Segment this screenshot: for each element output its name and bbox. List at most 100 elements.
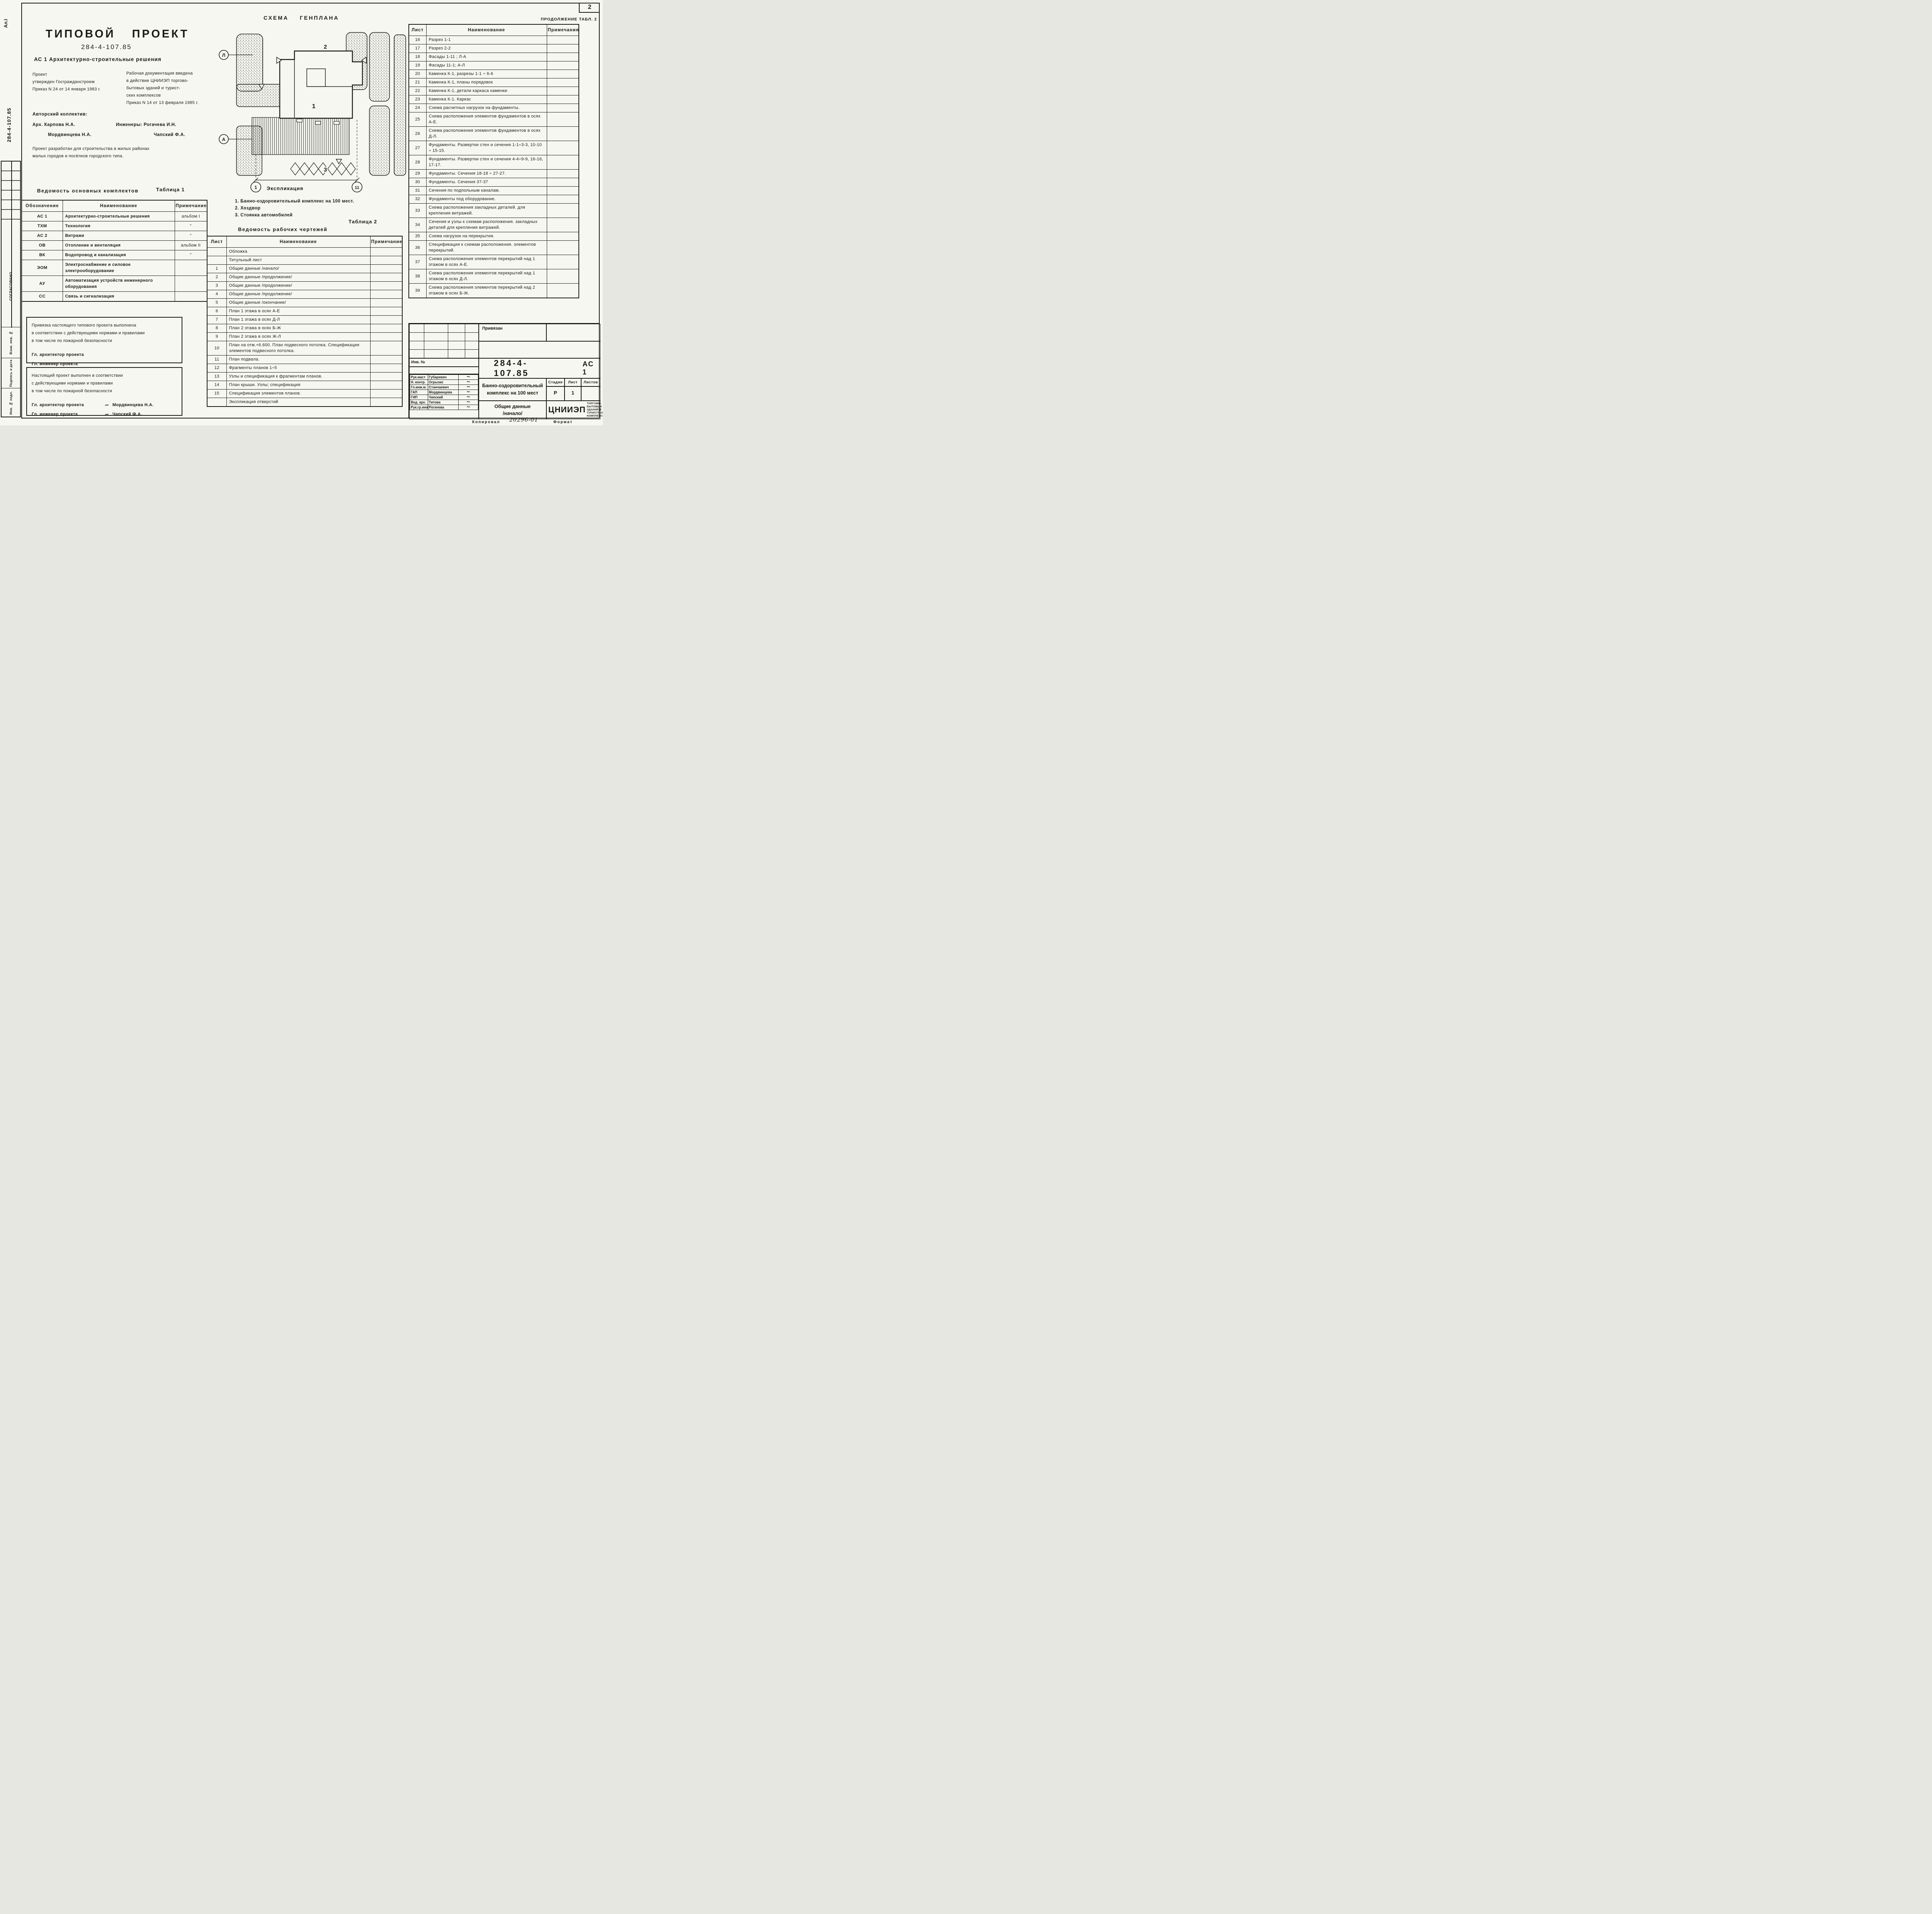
table2c-body: 16 Разрез 1-1 17 Разрез 2-2 18 Фасады 1-11 ; … [408,36,579,298]
binding-note-text: Привязка настоящего типового проекта вып… [32,322,177,345]
table-cell [546,218,579,232]
list-item: Мордвинцева Н.А. [48,133,92,137]
stamp-set-code: АС 1 [582,360,594,376]
col-name: Наименование [426,24,547,36]
parking-number: 3 [324,167,327,173]
table-row: Обложка [207,247,403,256]
table-cell [546,53,579,61]
approval-left: Проект утвержден Госгражданстроем Приказ N… [32,71,123,93]
table-cell: Разрез 1-1 [426,36,547,44]
doc-number: 284-4-107.85 [81,43,132,51]
table-cell: План 2 этажа в осях Б-Ж [226,324,371,333]
table-cell: 19 [408,61,427,70]
table-cell: ГАП [410,390,428,395]
table-cell: 6 [207,307,227,316]
table-row: 28 Фундаменты. Развертки стен и сечения 4… [408,155,579,170]
table-cell: 16 [408,36,427,44]
list-item: Гл. инженер проекта ~ Чапский Ф.А. [32,410,177,419]
table-cell: ГИП [410,395,428,400]
table-cell [546,36,579,44]
table-cell: Схема расположения элементов перекрытий … [426,255,547,269]
table-cell: Автоматизация устройств инженерного обор… [62,276,175,292]
table-cell [546,78,579,87]
agreed-label: СОГЛАСОВАНО [9,272,13,301]
table-header-row: Обозначение Наименование Примечание [21,200,207,212]
sheet-value: 1 [565,386,581,401]
table-row: 3 Общие данные /продолжение/ [207,281,403,290]
sheet-header: Лист [565,378,581,386]
table-cell [207,398,227,407]
table-row: 38 Схема расположения элементов перекрыти… [408,269,579,284]
side-doc-number: 284-4-107.85 [6,107,12,142]
table-row: 9 План 2 этажа в осях Ж-Л [207,332,403,341]
sheets-header: Листов [581,378,600,386]
table-row: ТХМ Технология " [21,221,207,231]
table-cell: Титова [427,400,459,405]
table-cell: 32 [408,195,427,204]
table-row: Титульный лист [207,256,403,265]
table-cell: Каменка К-1, детали каркаса каменки [426,87,547,95]
approval-right: Рабочая документация введена в действие Ц… [126,70,229,107]
table-row: Вед. арх. Титова ~ [410,400,478,405]
table-cell: 14 [207,381,227,390]
table-cell: Огрызко [427,379,459,385]
list-item: Инженеры: Рогачева И.Н. [116,122,177,127]
table-cell: Схема нагрузок на перекрытия. [426,232,547,241]
table-cell: Витражи [62,231,175,241]
table-cell: ОВ [21,240,63,250]
compliance-note-signers: Гл. архитектор проекта ~ Мордвинцева Н.А. Г… [32,400,177,419]
table-cell: Общие данные /продолжение/ [226,281,371,290]
table-row: ЭОМ Электроснабжение и силовое электрообо… [21,260,207,276]
table2-caption: Таблица 2 [349,219,378,225]
side-stamp-divider [11,162,12,328]
table-row: 36 Спецификация к схемам расположения. эл… [408,240,579,255]
list-item: 2. Хоздвор [235,206,261,211]
binding-note-box: Привязка настоящего типового проекта вып… [26,317,182,366]
table-row: 5 Общие данные /окончание/ [207,298,403,307]
table-row: 37 Схема расположения элементов перекрыти… [408,255,579,269]
table-cell: 34 [408,218,427,232]
table-row: ГАП Мордвинцева ~ [410,390,478,395]
table-cell [370,398,403,407]
table-cell: АС 1 [21,211,63,221]
col-note: Примечание [174,200,207,212]
table-cell: 12 [207,364,227,373]
table-cell [546,61,579,70]
table-row: 17 Разрез 2-2 [408,44,579,53]
table-row: 16 Разрез 1-1 [408,36,579,44]
table-row: 1 Общие данные /начало/ [207,264,403,273]
door-marks [296,119,340,125]
table-cell: Фасады 1-11 ; Л-А [426,53,547,61]
sheet-title: Общие данные/начало/ [479,401,546,419]
roles-body: Рук.маст Губаревич ~ Н. контр. Огрызко ~ Гл.ин… [410,374,478,410]
table-cell: 36 [408,240,427,255]
table-cell: ЭОМ [21,260,63,276]
list-item: малых городов и посёлков городского типа… [32,154,124,158]
org-name: ЦНИИЭП [548,405,586,414]
doc-type-title: ТИПОВОЙ ПРОЕКТ [46,28,189,40]
table-cell [370,355,403,364]
list-item: Приказ N 14 от 13 февраля 1985 г. [126,100,199,105]
table-row: СС Связь и сигнализация [21,291,207,302]
org-subtitle: Торгово-бытовых зданий и туристских комп… [587,402,603,417]
table1-title: Ведомость основных комплектов [37,188,139,194]
table-cell: ~ [458,390,478,395]
table-header-row: Лист Наименование Примечание [207,236,403,248]
table-cell: Общие данные /продолжение/ [226,273,371,282]
table-cell: 2 [207,273,227,282]
table-cell [546,269,579,284]
table-row: 24 Схема расчетных нагрузок на фундаменты… [408,104,579,112]
table-cell [546,126,579,141]
table-row: 35 Схема нагрузок на перекрытия. [408,232,579,241]
cell: Гл. инженер проекта [32,412,78,417]
table-row: 12 Фрагменты планов 1÷5 [207,364,403,373]
col-designation: Обозначение [21,200,63,212]
list-item: 1. Банно-оздоровительный комплекс на 100… [235,199,354,204]
table-cell [370,273,403,282]
table-cell: 5 [207,298,227,307]
building-number: 1 [312,103,316,110]
list-item: Настоящий проект выполнен в соответствии [32,373,123,378]
table-cell: 33 [408,203,427,218]
table-cell: Титульный лист [226,256,371,265]
table-cell: План на отм.+6.600. План подвесного пото… [226,341,371,356]
